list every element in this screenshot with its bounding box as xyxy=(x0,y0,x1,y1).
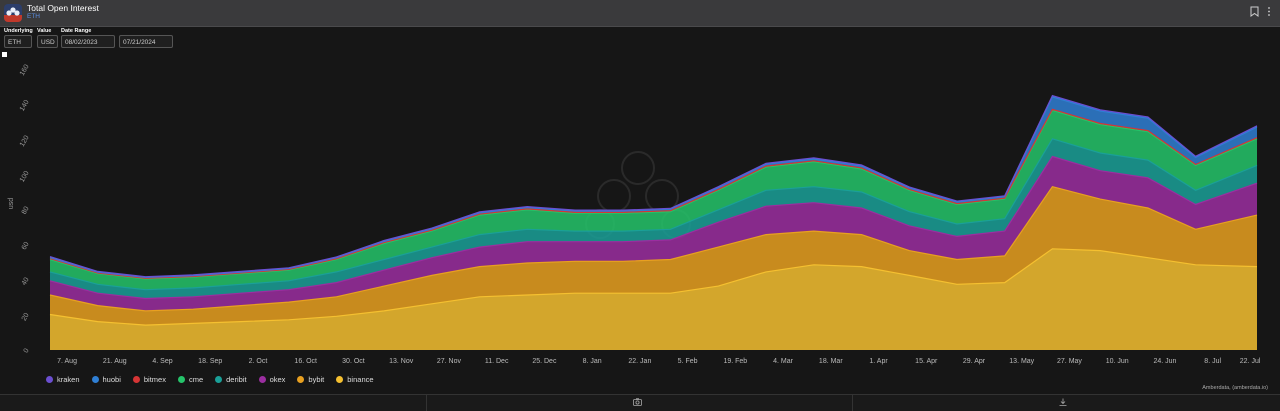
legend-item-okex[interactable]: okex xyxy=(258,373,286,385)
y-tick-label: 0 xyxy=(23,347,31,354)
value-label: Value xyxy=(37,28,52,34)
legend-item-deribit[interactable]: deribit xyxy=(215,373,247,385)
value-select[interactable]: USD xyxy=(37,35,58,48)
y-tick-label: 20 xyxy=(21,312,31,322)
chart-legend: kraken huobi bitmex cme deribit okex bybit bina… xyxy=(46,373,374,385)
line-bybit xyxy=(49,186,1258,312)
chart-subtitle: ETH xyxy=(27,13,40,20)
legend-item-bitmex[interactable]: bitmex xyxy=(132,373,166,385)
x-tick-label: 18. Mar xyxy=(819,358,843,365)
y-tick-label: 140 xyxy=(19,99,31,113)
x-tick-label: 4. Sep xyxy=(152,358,172,365)
legend-label: kraken xyxy=(57,374,80,384)
x-tick-label: 22. Jul xyxy=(1240,358,1261,365)
x-tick-label: 7. Aug xyxy=(57,358,77,365)
y-tick-label: 120 xyxy=(19,134,31,148)
bookmark-icon[interactable] xyxy=(1248,6,1260,20)
more-vertical-icon[interactable] xyxy=(1263,6,1275,20)
x-tick-label: 24. Jun xyxy=(1153,358,1176,365)
x-tick-label: 27. Nov xyxy=(437,358,462,365)
x-tick-label: 21. Aug xyxy=(103,358,127,365)
legend-swatch xyxy=(91,375,99,383)
line-kraken xyxy=(49,94,1258,278)
line-okex xyxy=(49,155,1258,300)
x-tick-label: 16. Oct xyxy=(294,358,317,365)
x-tick-label: 1. Apr xyxy=(869,358,888,365)
x-tick-label: 27. May xyxy=(1057,358,1082,365)
download-icon[interactable] xyxy=(1059,398,1067,408)
x-tick-label: 8. Jan xyxy=(583,358,602,365)
credit-text: Amberdata, (amberdata.io) xyxy=(1202,385,1268,391)
chart-title: Total Open Interest xyxy=(27,3,99,13)
legend-item-cme[interactable]: cme xyxy=(177,373,204,385)
date-range-control: Date Range 08/02/2023 07/21/2024 xyxy=(61,28,173,48)
legend-label: bitmex xyxy=(143,374,166,384)
area-chart[interactable]: 0 20 40 60 80 100 120 140 160 7. Aug 21. Aug 4. Se… xyxy=(0,56,1280,370)
line-binance xyxy=(49,248,1258,326)
date-start-input[interactable]: 08/02/2023 xyxy=(61,35,115,48)
legend-label: okex xyxy=(269,374,286,384)
series-areas xyxy=(50,95,1257,350)
x-tick-label: 5. Feb xyxy=(678,358,698,365)
x-tick-label: 19. Feb xyxy=(723,358,747,365)
legend-item-bybit[interactable]: bybit xyxy=(297,373,324,385)
y-axis-ticks: 0 20 40 60 80 100 120 140 160 xyxy=(19,63,31,354)
underlying-control: Underlying ETH xyxy=(4,28,33,48)
legend-label: deribit xyxy=(226,374,247,384)
legend-swatch xyxy=(258,375,266,383)
legend-swatch xyxy=(46,375,53,383)
x-tick-label: 13. Nov xyxy=(389,358,414,365)
legend-swatch xyxy=(215,375,223,383)
legend-swatch xyxy=(336,375,344,383)
legend-label: bybit xyxy=(308,374,325,384)
area-okex xyxy=(50,156,1257,311)
underlying-label: Underlying xyxy=(4,28,33,34)
legend-label: huobi xyxy=(102,374,121,384)
reset-zoom-button[interactable] xyxy=(2,52,7,57)
x-axis-ticks: 7. Aug 21. Aug 4. Sep 18. Sep 2. Oct 16. Oct 3… xyxy=(57,358,1261,365)
legend-label: binance xyxy=(347,374,374,384)
bottom-segment-left xyxy=(0,395,427,411)
x-tick-label: 18. Sep xyxy=(198,358,222,365)
x-tick-label: 29. Apr xyxy=(963,358,986,365)
value-control: Value USD xyxy=(37,28,58,48)
x-tick-label: 2. Oct xyxy=(249,358,268,365)
x-tick-label: 15. Apr xyxy=(915,358,938,365)
line-bitmex xyxy=(49,108,1258,279)
x-tick-label: 11. Dec xyxy=(485,358,509,365)
legend-swatch xyxy=(297,375,305,383)
bottom-toolbar xyxy=(0,394,1280,411)
legend-swatch xyxy=(132,375,140,383)
area-binance xyxy=(50,248,1257,350)
x-tick-label: 25. Dec xyxy=(532,358,557,365)
legend-swatch xyxy=(177,375,185,383)
legend-item-binance[interactable]: binance xyxy=(336,373,374,385)
title-bar: Total Open Interest ETH xyxy=(0,0,1280,27)
legend-item-kraken[interactable]: kraken xyxy=(46,373,80,385)
y-tick-label: 40 xyxy=(21,276,31,286)
legend-item-huobi[interactable]: huobi xyxy=(91,373,121,385)
y-tick-label: 80 xyxy=(21,205,31,215)
date-range-label: Date Range xyxy=(61,28,92,34)
series-lines xyxy=(49,94,1258,326)
amberdata-logo xyxy=(4,4,22,22)
x-tick-label: 13. May xyxy=(1009,358,1034,365)
x-tick-label: 8. Jul xyxy=(1204,358,1221,365)
x-tick-label: 4. Mar xyxy=(773,358,794,365)
area-bybit xyxy=(50,186,1257,326)
y-tick-label: 160 xyxy=(19,63,31,77)
y-tick-label: 100 xyxy=(19,170,31,184)
x-tick-label: 10. Jun xyxy=(1106,358,1129,365)
line-deribit xyxy=(49,138,1258,291)
x-tick-label: 30. Oct xyxy=(342,358,365,365)
x-tick-label: 22. Jan xyxy=(628,358,651,365)
bottom-segment-middle[interactable] xyxy=(427,395,853,411)
underlying-select[interactable]: ETH xyxy=(4,35,32,48)
camera-icon[interactable] xyxy=(633,398,642,408)
legend-label: cme xyxy=(188,374,204,384)
bottom-segment-right[interactable] xyxy=(853,395,1280,411)
date-end-input[interactable]: 07/21/2024 xyxy=(119,35,173,48)
y-tick-label: 60 xyxy=(21,241,31,251)
